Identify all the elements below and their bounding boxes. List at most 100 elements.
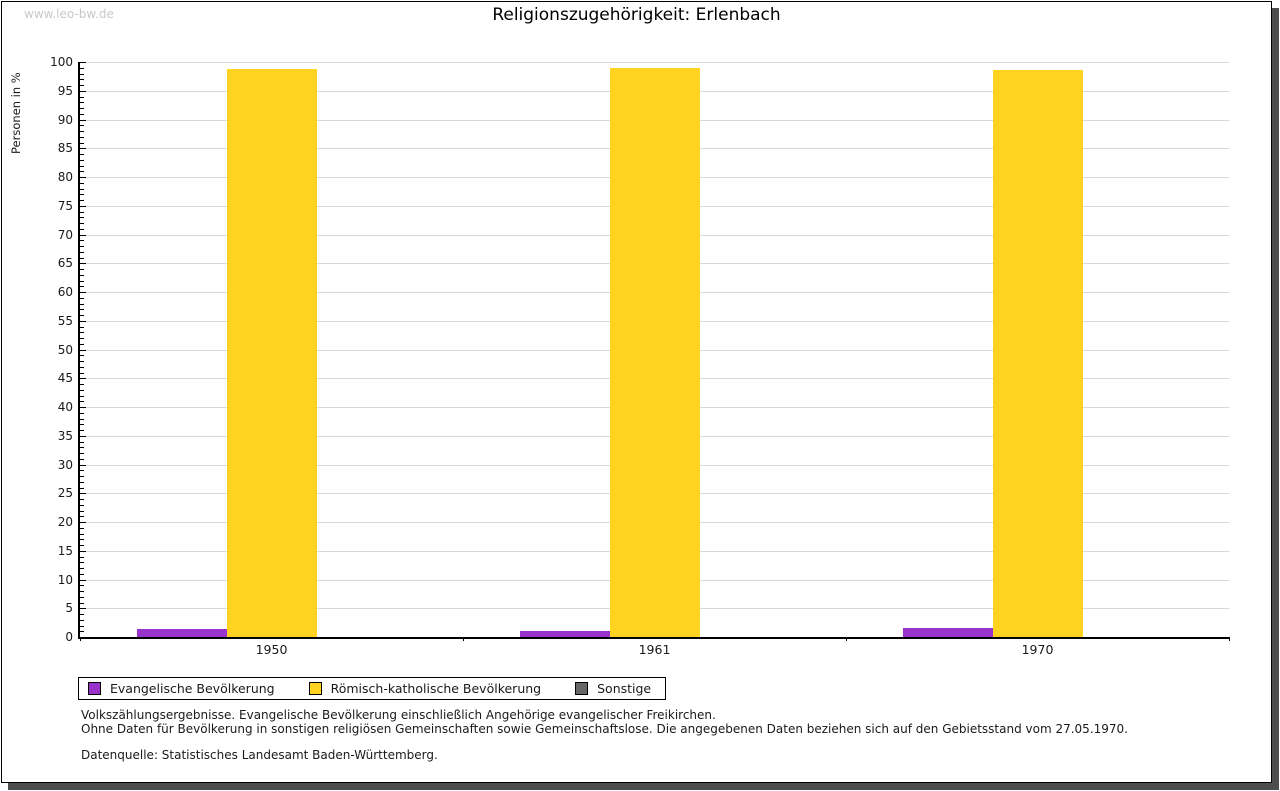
y-axis-tick bbox=[80, 395, 84, 397]
y-axis-tick bbox=[80, 343, 84, 345]
y-axis-tick bbox=[80, 625, 84, 627]
y-axis-tick bbox=[80, 297, 84, 299]
y-tick-label: 75 bbox=[57, 198, 73, 213]
y-tick-label: 30 bbox=[57, 457, 73, 472]
y-axis-tick bbox=[80, 303, 84, 305]
y-axis-tick bbox=[80, 177, 86, 178]
y-axis-tick bbox=[80, 389, 84, 391]
y-axis-tick bbox=[80, 355, 84, 357]
y-axis-tick bbox=[80, 476, 84, 477]
y-axis-tick bbox=[80, 349, 86, 351]
y-axis-tick bbox=[80, 154, 84, 155]
y-axis-tick bbox=[80, 499, 84, 500]
footnote-line-1: Volkszählungsergebnisse. Evangelische Be… bbox=[81, 708, 716, 722]
y-axis-tick bbox=[80, 182, 84, 184]
gridline bbox=[80, 62, 1229, 63]
y-axis-tick bbox=[80, 79, 84, 81]
y-axis-tick bbox=[80, 608, 86, 610]
y-axis-tick bbox=[80, 487, 84, 489]
y-axis-tick bbox=[80, 447, 84, 449]
legend-item-katholische: Römisch-katholische Bevölkerung bbox=[308, 681, 542, 696]
y-axis-tick bbox=[80, 159, 84, 161]
y-axis-tick bbox=[80, 96, 84, 98]
y-axis-tick bbox=[80, 361, 84, 362]
y-axis-tick bbox=[80, 401, 84, 403]
y-axis-tick bbox=[80, 614, 84, 615]
y-axis-tick bbox=[80, 188, 84, 190]
y-axis-tick bbox=[80, 378, 86, 380]
y-tick-label: 5 bbox=[65, 601, 73, 616]
y-tick-label: 50 bbox=[57, 342, 73, 357]
y-axis-tick bbox=[80, 453, 84, 454]
y-tick-label: 35 bbox=[57, 428, 73, 443]
y-tick-label: 25 bbox=[57, 486, 73, 501]
chart-title: Religionszugehörigkeit: Erlenbach bbox=[492, 5, 781, 25]
y-axis-tick bbox=[80, 228, 84, 230]
y-axis-tick bbox=[80, 516, 84, 518]
plot-area: 0 5 10 15 20 25 30 35 40 45 50 55 60 65 70 75 80 85 90 95 10… bbox=[50, 55, 1230, 657]
y-axis-tick bbox=[80, 148, 86, 150]
legend: Evangelische Bevölkerung Römisch-katholi… bbox=[78, 677, 667, 700]
y-tick-label: 55 bbox=[57, 313, 73, 328]
y-axis-tick bbox=[80, 533, 84, 535]
y-axis-tick bbox=[80, 481, 84, 483]
y-tick-label: 15 bbox=[57, 543, 73, 558]
y-axis-tick bbox=[80, 234, 86, 236]
y-axis-tick bbox=[80, 274, 84, 276]
x-axis-tick bbox=[1229, 637, 1230, 641]
y-axis-tick bbox=[80, 131, 84, 132]
x-axis-tick bbox=[846, 637, 847, 641]
footnote-source: Datenquelle: Statistisches Landesamt Bad… bbox=[81, 748, 438, 762]
y-axis-tick bbox=[80, 435, 86, 437]
y-axis-tick bbox=[80, 596, 84, 598]
y-axis-label: Personen in % bbox=[9, 72, 23, 154]
y-axis-tick bbox=[80, 246, 84, 247]
y-axis-tick bbox=[80, 113, 84, 115]
y-axis-tick bbox=[80, 257, 84, 259]
y-axis-tick bbox=[80, 585, 84, 587]
legend-item-evangelische: Evangelische Bevölkerung bbox=[88, 681, 275, 696]
y-tick-label: 65 bbox=[57, 256, 73, 271]
y-axis-tick bbox=[80, 527, 84, 529]
y-axis-tick bbox=[80, 332, 84, 334]
y-axis-tick bbox=[80, 384, 84, 385]
y-axis-tick bbox=[80, 522, 86, 523]
y-axis-tick bbox=[80, 165, 84, 167]
y-axis-tick bbox=[80, 194, 84, 196]
y-axis-tick bbox=[80, 240, 84, 242]
y-axis-tick bbox=[80, 125, 84, 127]
y-axis-tick bbox=[80, 280, 84, 282]
y-axis-tick bbox=[80, 315, 84, 316]
y-axis-tick bbox=[80, 119, 86, 121]
y-axis-tick bbox=[80, 493, 86, 495]
y-axis-tick bbox=[80, 372, 84, 374]
y-axis-tick bbox=[80, 545, 84, 546]
y-axis-tick bbox=[80, 67, 84, 69]
legend-label-katholische: Römisch-katholische Bevölkerung bbox=[330, 681, 542, 696]
y-axis-tick bbox=[80, 366, 84, 368]
y-axis-tick bbox=[80, 108, 84, 109]
legend-item-sonstige: Sonstige bbox=[575, 681, 651, 696]
y-axis-tick bbox=[80, 637, 86, 638]
y-axis-tick bbox=[80, 631, 84, 633]
y-tick-label: 0 bbox=[65, 630, 73, 644]
y-axis-tick bbox=[80, 441, 84, 443]
x-tick-label-1970: 1970 bbox=[1021, 642, 1054, 657]
legend-swatch-sonstige bbox=[575, 682, 589, 695]
y-tick-label: 10 bbox=[57, 572, 73, 587]
y-tick-label: 20 bbox=[57, 515, 73, 529]
y-axis-tick bbox=[80, 591, 84, 592]
y-axis-tick bbox=[80, 142, 84, 144]
y-axis-tick bbox=[80, 269, 84, 270]
bar-evangelische-1970 bbox=[902, 628, 993, 637]
legend-swatch-evangelische bbox=[88, 682, 101, 695]
y-axis-tick bbox=[80, 562, 84, 564]
y-axis-tick bbox=[80, 568, 84, 569]
legend-swatch-katholische bbox=[308, 682, 322, 695]
y-axis-tick bbox=[80, 136, 84, 138]
y-axis-tick bbox=[80, 407, 86, 408]
y-axis-tick bbox=[80, 292, 86, 293]
y-tick-label: 85 bbox=[57, 141, 73, 156]
y-axis-tick bbox=[80, 579, 86, 581]
